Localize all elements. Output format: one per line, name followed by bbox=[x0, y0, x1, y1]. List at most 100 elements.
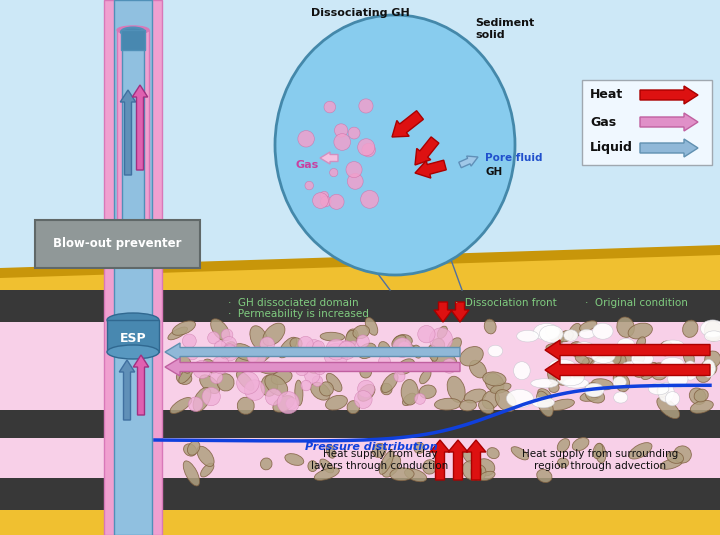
Ellipse shape bbox=[559, 331, 573, 342]
Circle shape bbox=[245, 380, 265, 400]
Ellipse shape bbox=[197, 446, 214, 467]
Ellipse shape bbox=[591, 379, 613, 390]
Ellipse shape bbox=[275, 15, 515, 275]
Bar bbox=[114, 0, 152, 535]
Ellipse shape bbox=[617, 317, 634, 338]
Ellipse shape bbox=[674, 446, 691, 463]
Circle shape bbox=[305, 181, 313, 190]
Ellipse shape bbox=[531, 379, 558, 388]
Ellipse shape bbox=[419, 385, 436, 399]
Ellipse shape bbox=[549, 383, 559, 393]
Ellipse shape bbox=[593, 323, 613, 339]
Ellipse shape bbox=[184, 444, 197, 456]
Ellipse shape bbox=[495, 389, 516, 411]
Ellipse shape bbox=[549, 399, 575, 410]
Ellipse shape bbox=[649, 365, 672, 377]
Ellipse shape bbox=[414, 442, 425, 454]
Ellipse shape bbox=[618, 339, 634, 349]
Circle shape bbox=[430, 328, 452, 351]
Ellipse shape bbox=[294, 380, 303, 406]
Ellipse shape bbox=[201, 463, 214, 477]
Ellipse shape bbox=[428, 345, 438, 361]
Circle shape bbox=[210, 371, 222, 384]
Ellipse shape bbox=[249, 349, 271, 365]
Ellipse shape bbox=[696, 368, 711, 383]
Ellipse shape bbox=[683, 349, 694, 365]
FancyArrow shape bbox=[392, 111, 423, 137]
Circle shape bbox=[189, 397, 203, 411]
Ellipse shape bbox=[564, 330, 578, 341]
Bar bbox=[0, 510, 720, 535]
Text: Dissociating GH: Dissociating GH bbox=[310, 8, 410, 18]
Circle shape bbox=[312, 341, 325, 353]
Ellipse shape bbox=[641, 362, 658, 379]
Ellipse shape bbox=[382, 373, 398, 393]
Ellipse shape bbox=[470, 464, 486, 480]
Ellipse shape bbox=[704, 321, 720, 341]
Ellipse shape bbox=[360, 366, 372, 378]
FancyArrow shape bbox=[451, 302, 469, 322]
Ellipse shape bbox=[381, 383, 392, 395]
Ellipse shape bbox=[557, 458, 569, 468]
Ellipse shape bbox=[595, 444, 606, 463]
Ellipse shape bbox=[353, 325, 369, 339]
Ellipse shape bbox=[261, 375, 278, 396]
Ellipse shape bbox=[662, 340, 684, 350]
Bar bbox=[121, 30, 145, 50]
Ellipse shape bbox=[487, 448, 499, 458]
Ellipse shape bbox=[250, 326, 268, 351]
Ellipse shape bbox=[315, 468, 339, 480]
Text: ·  GH dissociated domain: · GH dissociated domain bbox=[228, 298, 359, 308]
Ellipse shape bbox=[238, 397, 254, 414]
Ellipse shape bbox=[538, 388, 552, 402]
Ellipse shape bbox=[702, 360, 716, 377]
Ellipse shape bbox=[279, 337, 297, 358]
Ellipse shape bbox=[580, 391, 601, 401]
Circle shape bbox=[305, 368, 320, 383]
Circle shape bbox=[295, 362, 309, 376]
Circle shape bbox=[248, 352, 258, 362]
Ellipse shape bbox=[511, 447, 528, 460]
Circle shape bbox=[326, 339, 347, 360]
Ellipse shape bbox=[536, 391, 553, 417]
Ellipse shape bbox=[585, 383, 604, 397]
Circle shape bbox=[362, 143, 375, 157]
Ellipse shape bbox=[179, 368, 193, 384]
Ellipse shape bbox=[263, 323, 285, 346]
Ellipse shape bbox=[271, 370, 292, 385]
Ellipse shape bbox=[575, 355, 589, 364]
Circle shape bbox=[202, 387, 220, 406]
FancyArrow shape bbox=[545, 360, 710, 380]
Circle shape bbox=[222, 345, 238, 361]
Ellipse shape bbox=[539, 325, 563, 342]
Circle shape bbox=[320, 192, 328, 200]
Circle shape bbox=[418, 325, 435, 343]
Ellipse shape bbox=[401, 379, 418, 405]
Ellipse shape bbox=[382, 455, 400, 477]
Ellipse shape bbox=[634, 353, 644, 365]
Circle shape bbox=[398, 342, 410, 354]
FancyArrow shape bbox=[640, 113, 698, 131]
Circle shape bbox=[193, 360, 211, 378]
Ellipse shape bbox=[117, 26, 149, 34]
Ellipse shape bbox=[431, 350, 457, 371]
Circle shape bbox=[356, 335, 369, 348]
Ellipse shape bbox=[122, 34, 144, 42]
Ellipse shape bbox=[705, 331, 720, 341]
Circle shape bbox=[340, 341, 351, 352]
Ellipse shape bbox=[701, 320, 720, 337]
Text: Pressure distribution: Pressure distribution bbox=[305, 442, 438, 452]
Ellipse shape bbox=[393, 334, 413, 349]
FancyArrow shape bbox=[120, 360, 135, 420]
Ellipse shape bbox=[574, 369, 584, 384]
Ellipse shape bbox=[569, 324, 581, 340]
FancyArrow shape bbox=[430, 440, 450, 480]
Ellipse shape bbox=[320, 382, 333, 396]
Text: Heat: Heat bbox=[590, 88, 624, 102]
Ellipse shape bbox=[464, 389, 486, 403]
Circle shape bbox=[312, 193, 328, 209]
Circle shape bbox=[334, 134, 351, 150]
Ellipse shape bbox=[582, 358, 594, 371]
Bar bbox=[107, 320, 159, 352]
Ellipse shape bbox=[320, 332, 345, 341]
